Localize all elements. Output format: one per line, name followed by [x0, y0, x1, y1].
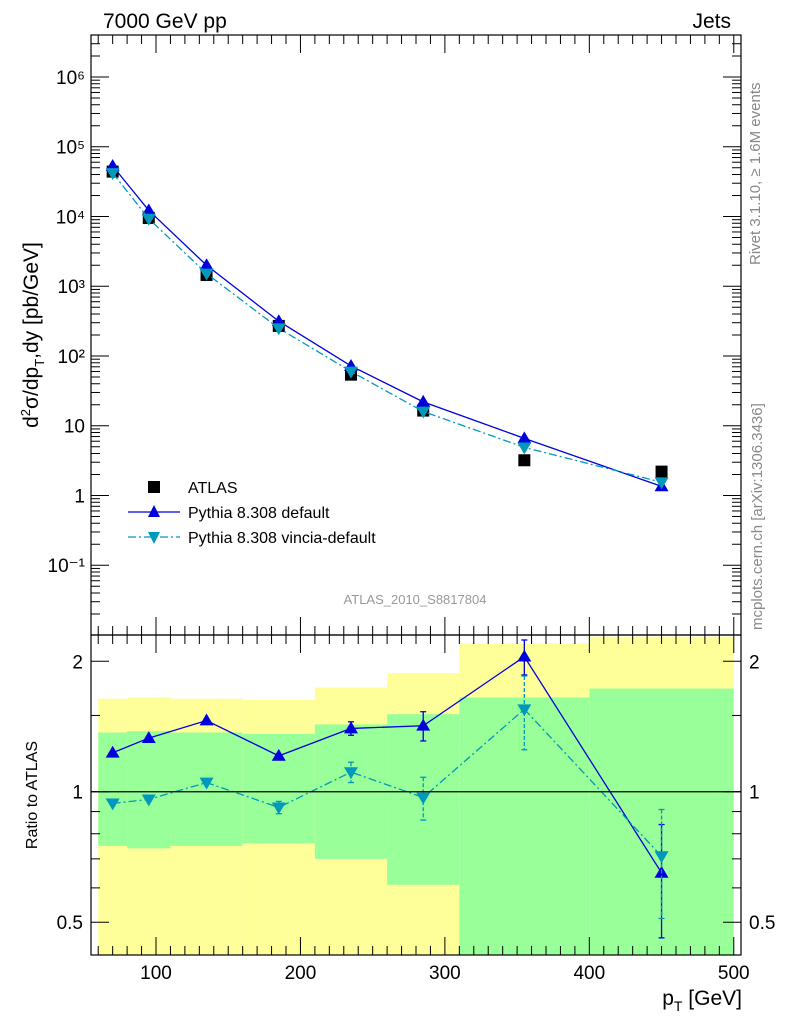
legend-label-atlas: ATLAS [188, 480, 238, 497]
legend: ATLAS Pythia 8.308 default Pythia 8.308 … [128, 480, 376, 547]
main-series-line [112, 172, 662, 483]
analysis-id-label: ATLAS_2010_S8817804 [344, 592, 487, 607]
main-y-tick-label: 10⁵ [56, 138, 85, 159]
header-left-title: 7000 GeV pp [103, 10, 227, 33]
main-y-tick-label: 10² [58, 347, 85, 368]
ratio-pythia-default-point [271, 748, 286, 761]
ratio-x-tick-label: 200 [285, 963, 317, 984]
legend-marker-pythia-default [148, 505, 160, 517]
ratio-vincia-point [199, 777, 214, 790]
ratio-y-axis-label: Ratio to ATLAS [24, 741, 41, 849]
ratio-vincia-point [416, 792, 431, 805]
ratio-vincia-point [344, 767, 358, 780]
vincia-point [654, 477, 669, 490]
ratio-x-tick-label: 400 [573, 963, 605, 984]
ratio-series-line [112, 708, 663, 857]
legend-marker-atlas [148, 481, 160, 493]
ratio-x-tick-label: 100 [140, 963, 172, 984]
main-panel: 10⁻¹ 1 10 10² 10³ 10⁴ 10⁵ 10⁶ d2σ/dpT,dy [pb/Ge… [18, 34, 742, 636]
ratio-pythia-default-point [416, 718, 431, 731]
ratio-vincia-point [141, 794, 156, 807]
ratio-y-tick-label-right: 2 [749, 652, 760, 673]
ratio-inner-band [127, 731, 171, 849]
ratio-series-line [112, 655, 663, 874]
ratio-pythia-default-point [141, 731, 156, 743]
ratio-pythia-default-point [105, 745, 120, 758]
pythia-default-point [105, 158, 120, 171]
pythia-default-point [416, 394, 431, 407]
pythia-default-point [271, 314, 286, 327]
vincia-point [199, 268, 214, 281]
main-y-tick-label: 10 [64, 417, 85, 438]
ratio-y-tick-label: 0.5 [57, 913, 83, 934]
pythia-default-point [141, 203, 156, 216]
pythia-default-point [517, 431, 532, 444]
pythia-default-point [199, 258, 214, 271]
mcplots-label: mcplots.cern.ch [arXiv:1306.3436] [749, 403, 766, 630]
ratio-pythia-default-point [517, 649, 532, 662]
ratio-x-tick-label: 500 [718, 963, 750, 984]
main-y-tick-label: 1 [74, 486, 85, 507]
ratio-inner-band [459, 697, 590, 955]
main-y-axis-label: d2σ/dpT,dy [pb/GeV] [18, 242, 47, 428]
ratio-y-tick-label-right: 0.5 [749, 913, 775, 934]
ratio-x-tick-label: 300 [429, 963, 461, 984]
ratio-y-tick-label-right: 1 [749, 783, 760, 804]
main-y-tick-label: 10³ [58, 277, 85, 298]
vincia-point [517, 442, 532, 455]
vincia-point [105, 168, 120, 181]
main-y-tick-label: 10⁻¹ [48, 556, 86, 577]
atlas-data-point [655, 465, 668, 478]
main-y-tick-label: 10⁴ [56, 207, 85, 228]
main-y-tick-label: 10⁶ [56, 68, 85, 89]
ratio-y-tick-label: 1 [72, 783, 83, 804]
legend-marker-vincia [148, 532, 160, 544]
atlas-data-point [518, 454, 531, 467]
vincia-point [344, 366, 358, 379]
main-series-line [112, 165, 662, 488]
legend-label-pythia-default: Pythia 8.308 default [188, 505, 330, 522]
rivet-label: Rivet 3.1.10, ≥ 1.6M events [747, 83, 764, 266]
legend-label-vincia: Pythia 8.308 vincia-default [188, 530, 376, 547]
vincia-point [271, 323, 286, 336]
ratio-pythia-default-point [344, 721, 358, 734]
ratio-vincia-point [517, 704, 532, 717]
header-right-title: Jets [692, 10, 731, 33]
ratio-panel: 100 200 300 400 500 0.5 0.5 1 1 2 2 Ratio to ATLAS… [24, 634, 775, 1014]
ratio-vincia-point [271, 802, 286, 815]
ratio-vincia-point [105, 798, 120, 811]
ratio-vincia-point [654, 851, 669, 864]
x-axis-label: pT [GeV] [662, 987, 742, 1014]
vincia-point [416, 406, 431, 419]
ratio-pythia-default-point [199, 713, 214, 726]
vincia-point [141, 213, 156, 226]
ratio-y-tick-label: 2 [72, 652, 83, 673]
